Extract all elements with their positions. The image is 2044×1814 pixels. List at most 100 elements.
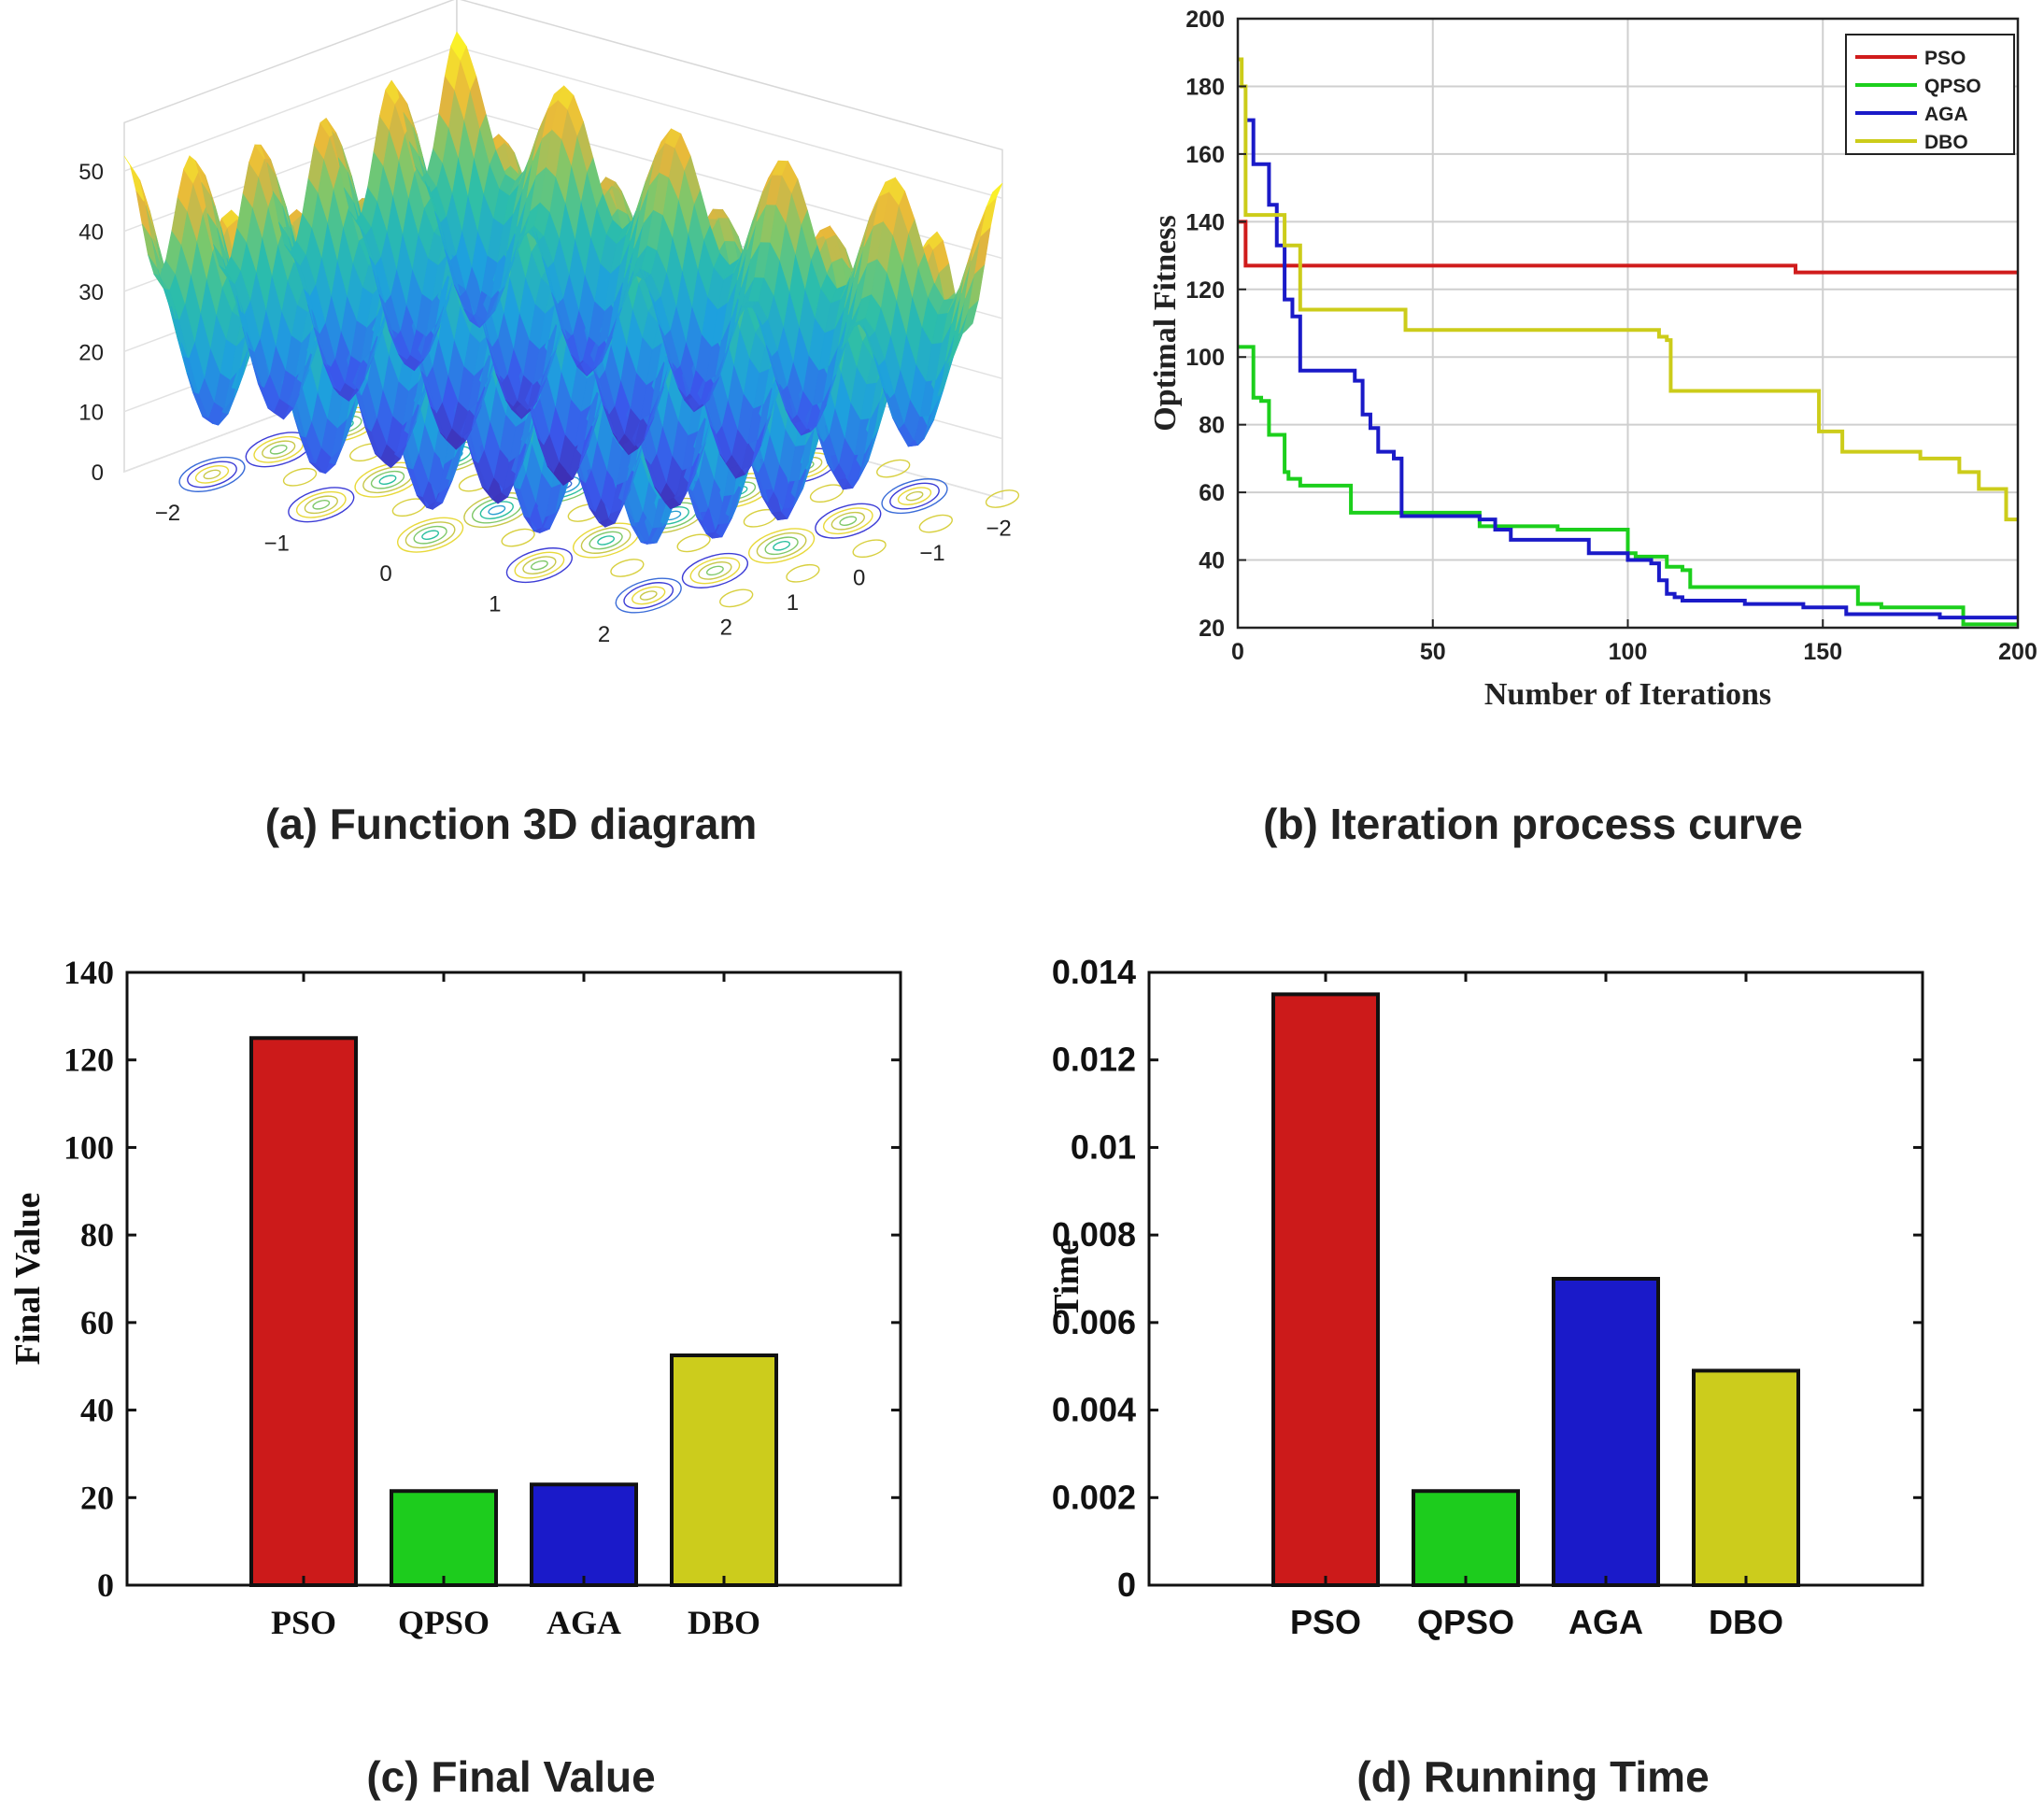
y-tick-label: −2 [986, 516, 1011, 541]
axes-box [1147, 971, 1924, 1587]
contour-ring [689, 557, 741, 585]
z-tick-label: 10 [78, 401, 104, 426]
contour-ring [580, 527, 632, 554]
z-tick-label: 30 [78, 280, 104, 305]
y-tick-label: 120 [64, 1042, 114, 1079]
contour-ring [830, 511, 865, 531]
x-tick-label: 2 [598, 622, 610, 647]
y-tick-label: 0.012 [1052, 1041, 1136, 1079]
contour-ring [852, 539, 887, 559]
surface-3d-chart: 0 10 20 30 40 50 −2 −1 0 1 2 −2 −1 0 1 2 [78, 0, 1020, 647]
bar-dbo [1692, 1368, 1800, 1587]
y-tick-label: 60 [1199, 480, 1225, 506]
y-tick-label: 140 [1185, 209, 1225, 235]
contour-ring [203, 469, 221, 480]
legend-box [1845, 34, 2015, 155]
contour-ring [589, 531, 623, 550]
contour-ring [312, 500, 331, 510]
x-tick-label: 200 [1998, 639, 2037, 665]
contour-ring [876, 459, 911, 478]
series-line-dbo [1238, 57, 2018, 522]
contour-ring [786, 563, 820, 583]
contour-ring [815, 503, 882, 539]
y-tick-label: 80 [1199, 413, 1225, 439]
y-tick-label: 20 [1199, 616, 1225, 642]
bar-aga [530, 1482, 638, 1588]
x-tick-label-pso: PSO [271, 1604, 336, 1641]
contour-ring [897, 487, 932, 505]
final-value-bar-chart: PSO QPSO AGA DBO 0 20 40 60 80 100 120 140 Final Val… [8, 954, 902, 1641]
y-tick-label: 60 [80, 1304, 114, 1341]
contour-ring [597, 535, 616, 546]
y-tick-label: 100 [64, 1128, 114, 1166]
legend-label-pso: PSO [1924, 48, 1966, 69]
contour-ring [505, 547, 573, 584]
contour-ring [530, 560, 548, 571]
contour-ring [839, 516, 858, 526]
y-tick-label: 80 [80, 1216, 114, 1254]
contour-ring [304, 495, 338, 515]
x-tick-label: 100 [1609, 639, 1648, 665]
contour-ring [889, 482, 940, 510]
series-line-aga [1245, 118, 2018, 620]
x-tick-label-pso: PSO [1290, 1603, 1361, 1641]
bar-qpso [390, 1489, 498, 1587]
legend: PSO QPSO AGA DBO [1845, 34, 2015, 155]
contour-ring [756, 531, 807, 560]
y-tick-label: 40 [1199, 548, 1225, 574]
y-tick-label: 140 [64, 954, 114, 991]
bar-pso [1271, 992, 1380, 1587]
y-tick-label: 0 [97, 1566, 114, 1604]
x-tick-label-qpso: QPSO [398, 1604, 490, 1641]
contour-ring [522, 556, 557, 574]
surface-facet [986, 182, 1003, 207]
x-tick-label: −2 [155, 501, 180, 526]
contour-ring [623, 582, 674, 609]
contour-ring [681, 552, 748, 588]
contour-ring [187, 461, 237, 489]
caption-d: (d) Running Time [1356, 1752, 1710, 1801]
iteration-line-chart: 0 50 100 150 200 20 40 60 80 100 120 140 160 180 200 Nu… [1148, 7, 2037, 712]
contour-ring [639, 590, 658, 601]
running-time-bar-chart: PSO QPSO AGA DBO 0 0.002 0.004 0.006 0.008 0.01 0.… [1047, 953, 1924, 1641]
y-tick-label: 0.01 [1071, 1127, 1136, 1166]
contour-ring [764, 536, 799, 556]
z-tick-label: 50 [78, 160, 104, 185]
contour-ring [479, 501, 514, 519]
caption-a: (a) Function 3D diagram [264, 800, 758, 848]
legend-label-dbo: DBO [1924, 132, 1968, 153]
contour-ring [253, 435, 305, 463]
bar-aga [1552, 1277, 1660, 1587]
contour-ring [822, 507, 873, 535]
z-tick-label: 40 [78, 220, 104, 246]
y-tick-label: 200 [1185, 7, 1225, 33]
y-tick-label: 0 [1117, 1566, 1136, 1604]
contour-ring [773, 541, 791, 551]
contour-ring [262, 440, 296, 460]
y-tick-label: −1 [919, 541, 944, 566]
z-tick-label: 20 [78, 340, 104, 365]
series-line-qpso [1238, 345, 2018, 627]
contour-ring [632, 586, 666, 605]
y-tick-label: 120 [1185, 277, 1225, 304]
contour-ring [282, 467, 318, 487]
contour-ring [269, 445, 288, 455]
contour-ring [905, 490, 924, 502]
x-tick-label: 0 [379, 561, 391, 587]
surface-mesh [123, 31, 1003, 546]
contour-ring [378, 475, 397, 485]
contour-ring [405, 521, 456, 549]
contour-ring [918, 514, 953, 533]
y-tick-label: 0.008 [1052, 1215, 1136, 1254]
contour-ring [610, 559, 645, 577]
y-tick-label: 2 [720, 616, 732, 641]
y-axis-label: Time [1047, 1240, 1086, 1318]
contour-ring [881, 478, 948, 515]
caption-b: (b) Iteration process curve [1263, 800, 1803, 848]
y-tick-label: 20 [80, 1479, 114, 1516]
contour-ring [985, 489, 1020, 508]
caption-c: (c) Final Value [366, 1752, 656, 1801]
contour-ring [397, 517, 464, 553]
contour-ring [809, 484, 845, 503]
contour-ring [719, 588, 754, 608]
